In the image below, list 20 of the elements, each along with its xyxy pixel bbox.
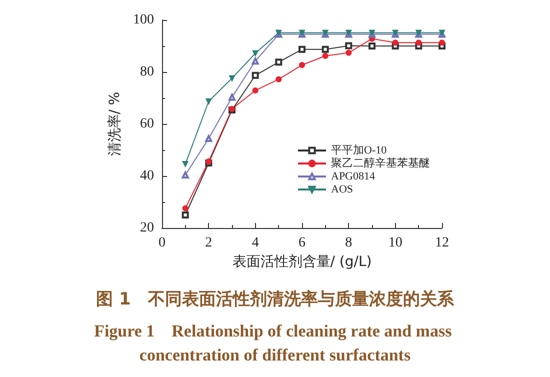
- y-tick-label: 100: [133, 12, 154, 28]
- x-axis-title: 表面活性剂含量/ (g/L): [232, 254, 372, 270]
- y-axis-title: 清洗率/ %: [107, 92, 123, 156]
- x-tick-label: 2: [205, 236, 212, 250]
- x-tick-label: 4: [252, 236, 259, 250]
- x-tick-label: 6: [298, 236, 306, 250]
- x-tick-label: 8: [345, 236, 352, 250]
- y-tick-label: 80: [140, 64, 154, 80]
- y-tick-label: 60: [140, 116, 154, 132]
- text: 图 1 不同表面活性剂清洗率与质量浓度的关系: [96, 290, 455, 310]
- y-tick-label: 40: [140, 168, 154, 184]
- x-tick-label: 0: [158, 236, 166, 250]
- x-tick-label: 12: [435, 236, 449, 250]
- text: Figure 1 Relationship of cleaning rate and mass concentration of different surfactants: [94, 322, 456, 364]
- x-tick-label: 10: [388, 236, 402, 250]
- legend-label: 聚乙二醇辛基苯基醚: [331, 156, 430, 170]
- y-tick-label: 20: [140, 220, 154, 236]
- legend-label: APG0814: [331, 170, 376, 182]
- legend-label: 平平加O-10: [331, 144, 388, 156]
- legend-label: AOS: [331, 184, 354, 196]
